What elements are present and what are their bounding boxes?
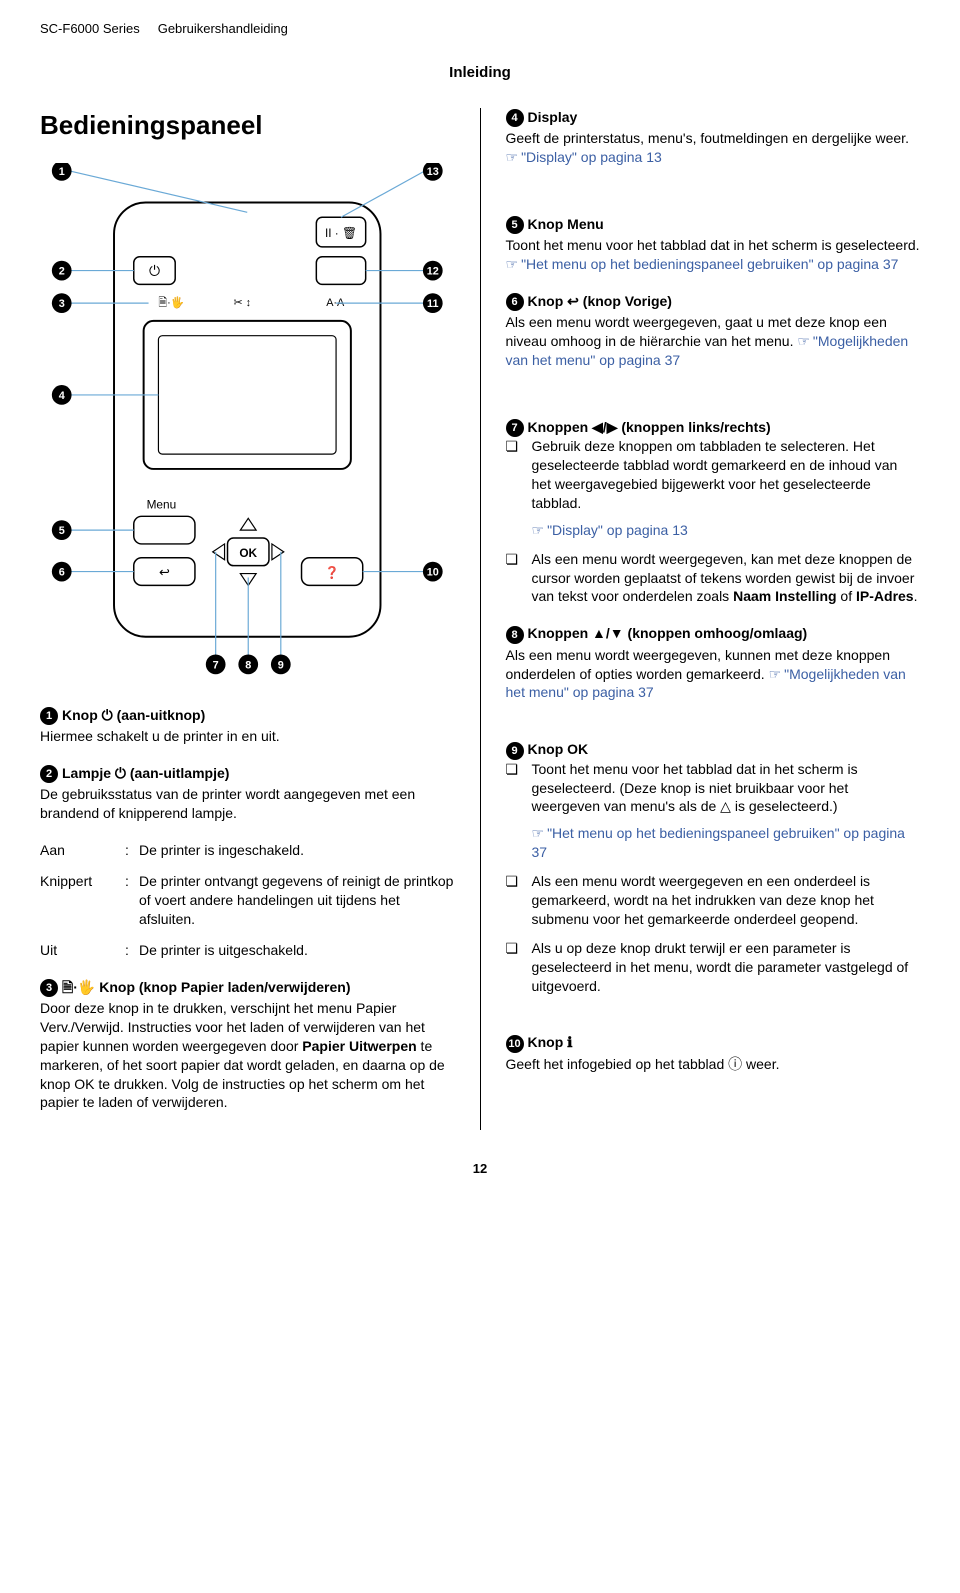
lamp-status-table: Aan : De printer is ingeschakeld. Knippe… xyxy=(40,841,455,959)
link-menu-p37-b[interactable]: "Het menu op het bedieningspaneel gebrui… xyxy=(532,825,905,860)
item-6: 6Knop ↩ (knop Vorige) Als een menu wordt… xyxy=(506,292,921,370)
item-4-body: Geeft de printerstatus, menu's, foutmeld… xyxy=(506,129,921,167)
svg-text:❓: ❓ xyxy=(325,565,340,579)
item-9-bullet-3: Als u op deze knop drukt terwijl er een … xyxy=(532,939,921,996)
panel-svg: II · 🗑 ⏻ 🗎·🖐 ✂ ↕ A·A Menu ↩ xyxy=(40,163,455,676)
item-7-bullet-2: Als een menu wordt weergegeven, kan met … xyxy=(532,550,921,607)
item-9-bullet-2: Als een menu wordt weergegeven en een on… xyxy=(532,872,921,929)
bullet-icon: ❏ xyxy=(506,939,522,996)
svg-text:⏻: ⏻ xyxy=(149,262,160,278)
menu-label: Menu xyxy=(147,497,177,511)
right-column: 4Display Geeft de printerstatus, menu's,… xyxy=(481,108,921,1131)
item-7: 7Knoppen ◀/▶ (knoppen links/rechts) ❏ Ge… xyxy=(506,418,921,606)
status-aan-value: De printer is ingeschakeld. xyxy=(139,841,455,860)
svg-text:✂ ↕: ✂ ↕ xyxy=(234,297,252,309)
chapter-heading: Inleiding xyxy=(40,63,920,83)
item-1-title: Knop ⏻ (aan-uitknop) xyxy=(62,707,205,723)
item-9-title: Knop OK xyxy=(528,741,589,757)
main-columns: Bedieningspaneel II · 🗑 ⏻ 🗎·🖐 ✂ ↕ A·A xyxy=(40,108,920,1131)
item-2-body: De gebruiksstatus van de printer wordt a… xyxy=(40,785,455,823)
item-1-body: Hiermee schakelt u de printer in en uit. xyxy=(40,727,455,746)
item-8-title: Knoppen ▲/▼ (knoppen omhoog/omlaag) xyxy=(528,625,808,641)
item-4: 4Display Geeft de printerstatus, menu's,… xyxy=(506,108,921,167)
bullet-icon: ❏ xyxy=(506,760,522,862)
svg-text:II · 🗑: II · 🗑 xyxy=(325,226,357,240)
item-8-body: Als een menu wordt weergegeven, kunnen m… xyxy=(506,646,921,703)
svg-text:7: 7 xyxy=(213,659,219,671)
left-column: Bedieningspaneel II · 🗑 ⏻ 🗎·🖐 ✂ ↕ A·A xyxy=(40,108,481,1131)
page-number: 12 xyxy=(40,1160,920,1178)
svg-text:13: 13 xyxy=(427,166,439,178)
item-6-body: Als een menu wordt weergegeven, gaat u m… xyxy=(506,313,921,370)
page-header: SC-F6000 Series Gebruikershandleiding xyxy=(40,20,920,38)
svg-text:4: 4 xyxy=(59,390,65,402)
section-title: Bedieningspaneel xyxy=(40,108,455,143)
item-1: 1Knop ⏻ (aan-uitknop) Hiermee schakelt u… xyxy=(40,706,455,746)
status-knippert-value: De printer ontvangt gegevens of reinigt … xyxy=(139,872,455,929)
svg-text:9: 9 xyxy=(278,659,284,671)
svg-text:🗎·🖐: 🗎·🖐 xyxy=(158,295,184,310)
item-5-body: Toont het menu voor het tabblad dat in h… xyxy=(506,236,921,274)
item-9-bullet-1: Toont het menu voor het tabblad dat in h… xyxy=(532,760,921,862)
item-3-body: Door deze knop in te drukken, verschijnt… xyxy=(40,999,455,1112)
item-3-title: 🗎·🖐 Knop (knop Papier laden/verwijderen) xyxy=(62,979,351,995)
item-10-body: Geeft het infogebied op het tabblad ⓘ we… xyxy=(506,1055,921,1074)
svg-text:2: 2 xyxy=(59,265,65,277)
svg-text:6: 6 xyxy=(59,566,65,578)
control-panel-diagram: II · 🗑 ⏻ 🗎·🖐 ✂ ↕ A·A Menu ↩ xyxy=(40,163,455,681)
link-menu-p37[interactable]: "Het menu op het bedieningspaneel gebrui… xyxy=(506,256,899,272)
status-knippert-label: Knippert xyxy=(40,872,125,929)
item-2: 2Lampje ⏻ (aan-uitlampje) De gebruikssta… xyxy=(40,764,455,823)
status-aan-label: Aan xyxy=(40,841,125,860)
item-10-title: Knop ℹ xyxy=(528,1034,573,1050)
svg-text:12: 12 xyxy=(427,265,439,277)
item-2-title: Lampje ⏻ (aan-uitlampje) xyxy=(62,765,229,781)
item-7-title: Knoppen ◀/▶ (knoppen links/rechts) xyxy=(528,419,771,435)
item-7-bullet-1: Gebruik deze knoppen om tabbladen te sel… xyxy=(532,437,921,539)
series-name: SC-F6000 Series xyxy=(40,20,140,38)
svg-text:↩: ↩ xyxy=(159,564,170,579)
status-uit-value: De printer is uitgeschakeld. xyxy=(139,941,455,960)
item-10: 10Knop ℹ Geeft het infogebied op het tab… xyxy=(506,1033,921,1073)
svg-text:8: 8 xyxy=(245,659,251,671)
item-3: 3🗎·🖐 Knop (knop Papier laden/verwijderen… xyxy=(40,978,455,1113)
bullet-icon: ❏ xyxy=(506,550,522,607)
bullet-icon: ❏ xyxy=(506,872,522,929)
link-display-p13-b[interactable]: "Display" op pagina 13 xyxy=(532,522,688,538)
bullet-icon: ❏ xyxy=(506,437,522,539)
item-5: 5Knop Menu Toont het menu voor het tabbl… xyxy=(506,215,921,274)
item-4-title: Display xyxy=(528,109,578,125)
item-8: 8Knoppen ▲/▼ (knoppen omhoog/omlaag) Als… xyxy=(506,624,921,702)
item-5-title: Knop Menu xyxy=(528,216,604,232)
svg-text:3: 3 xyxy=(59,298,65,310)
item-6-title: Knop ↩ (knop Vorige) xyxy=(528,293,672,309)
item-9: 9Knop OK ❏ Toont het menu voor het tabbl… xyxy=(506,740,921,995)
svg-text:OK: OK xyxy=(239,546,257,560)
svg-text:5: 5 xyxy=(59,525,65,537)
link-display-p13[interactable]: "Display" op pagina 13 xyxy=(506,149,662,165)
svg-text:1: 1 xyxy=(59,166,65,178)
svg-text:11: 11 xyxy=(427,298,438,310)
doc-title: Gebruikershandleiding xyxy=(158,20,288,38)
status-uit-label: Uit xyxy=(40,941,125,960)
svg-text:10: 10 xyxy=(427,566,439,578)
